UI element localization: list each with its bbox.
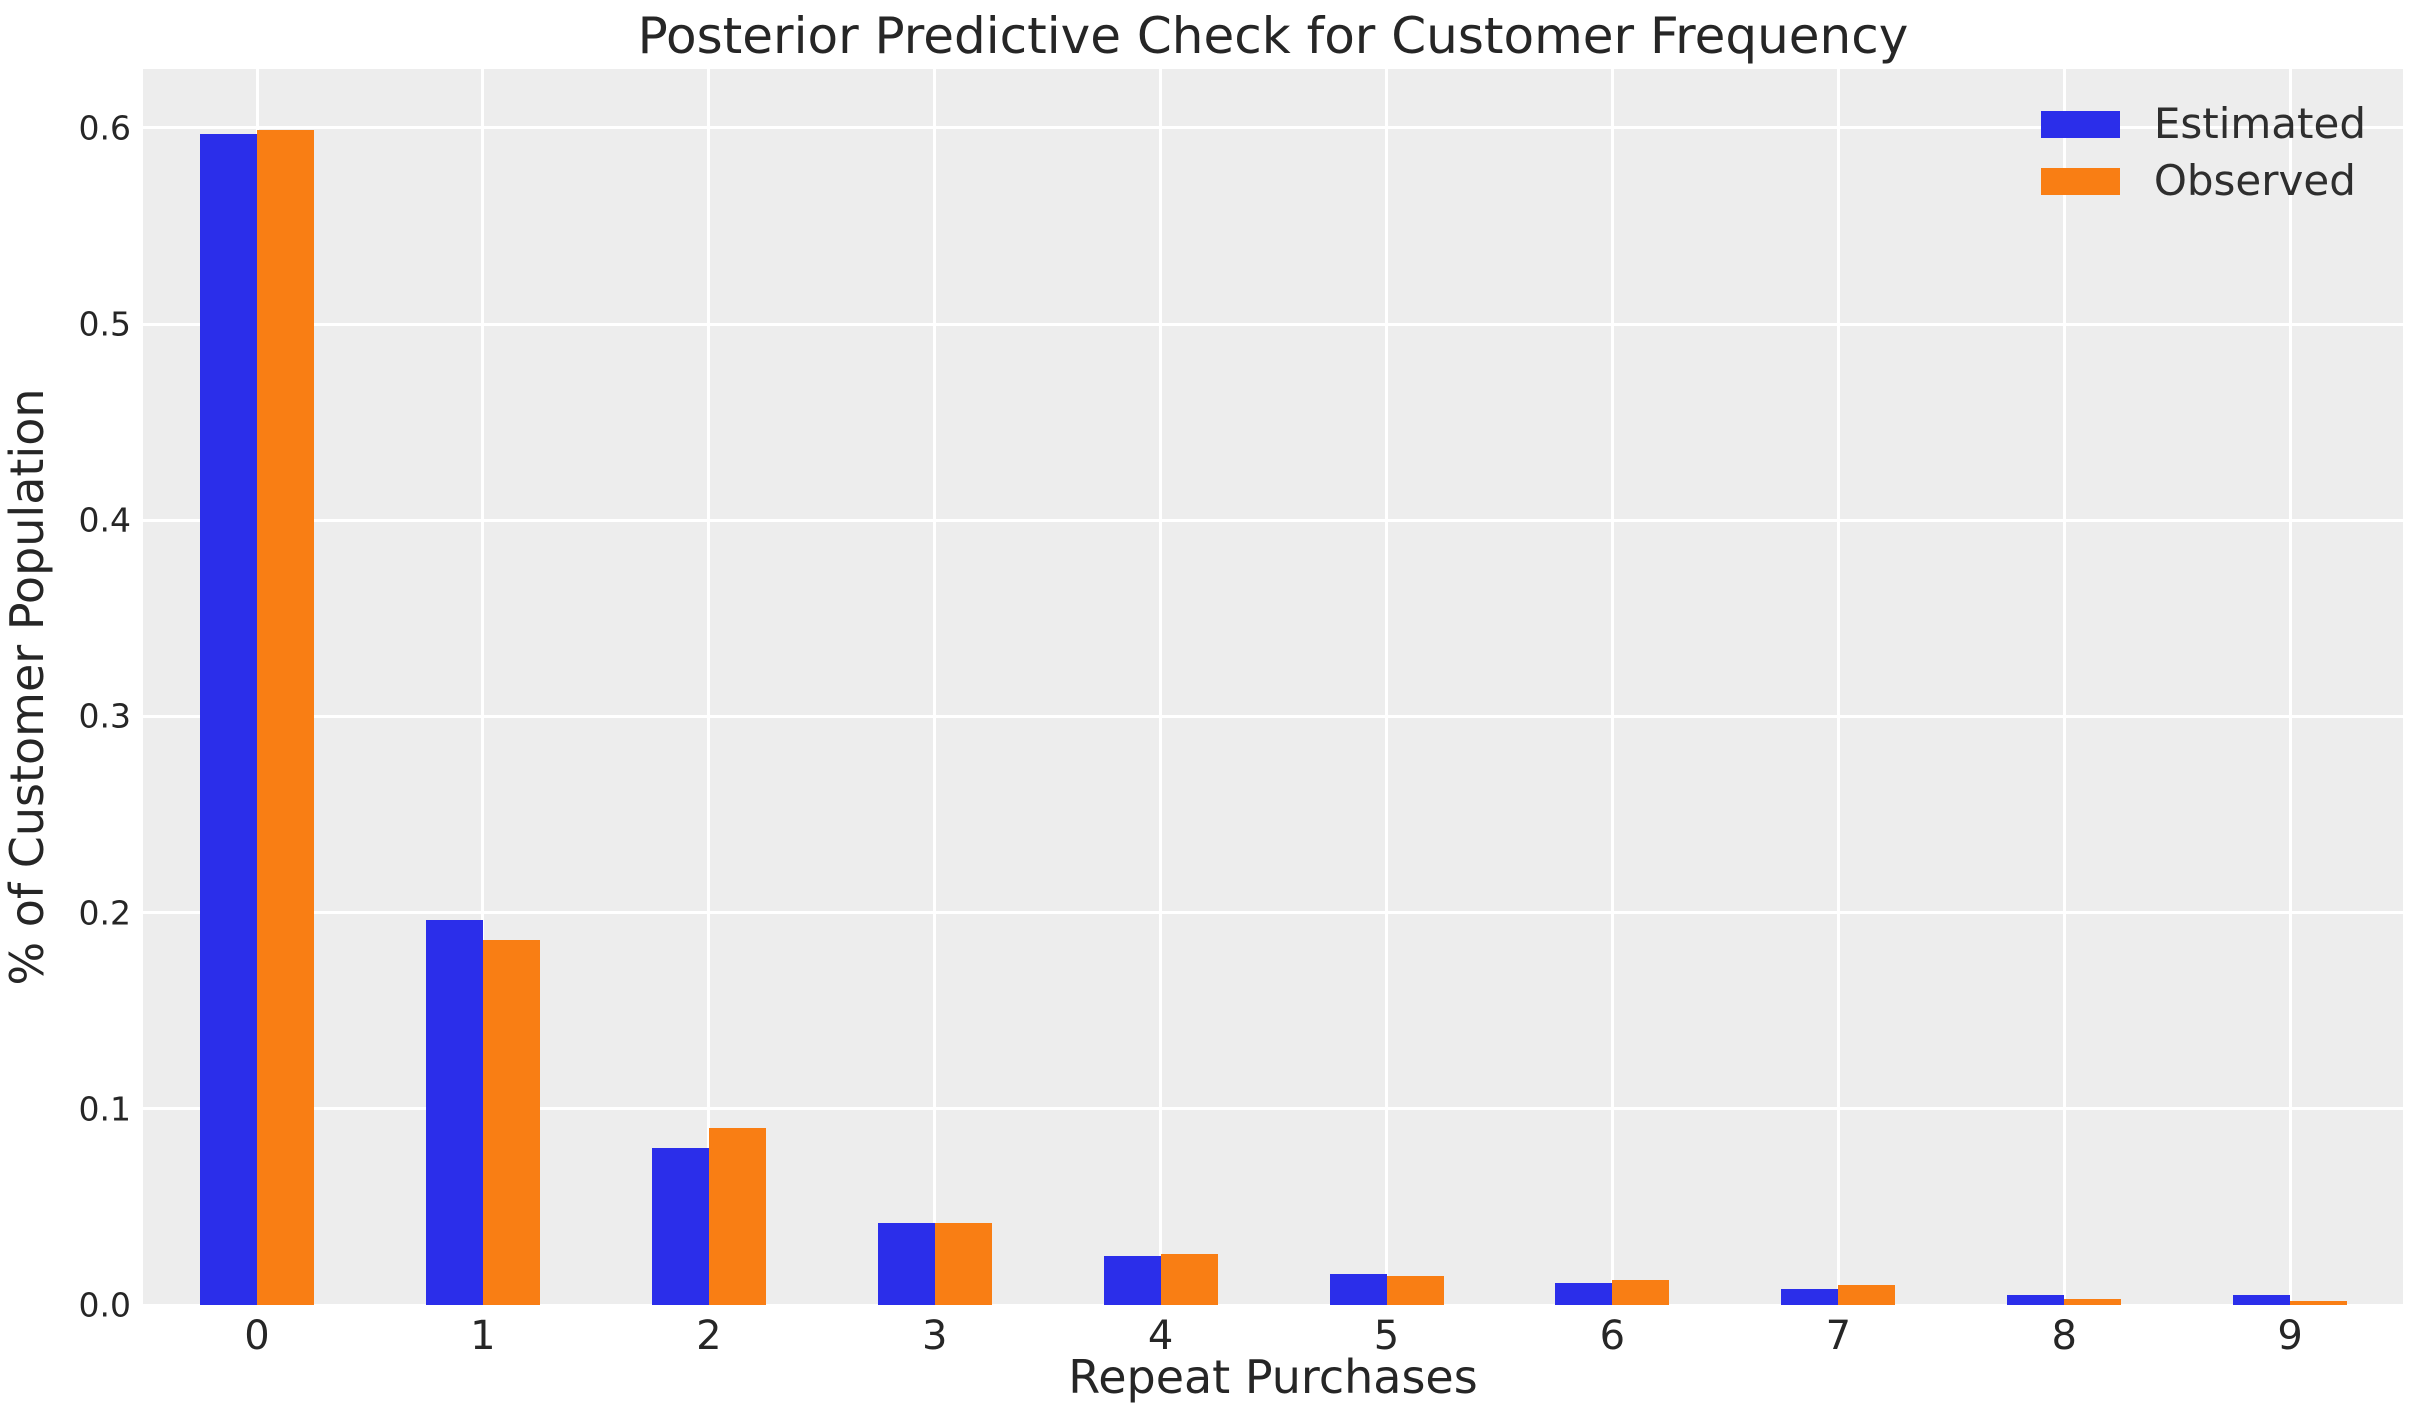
bar-observed-8: [2064, 1299, 2122, 1305]
gridline-horizontal: [143, 518, 2403, 522]
y-tick-label: 0.5: [78, 304, 131, 344]
y-tick-label: 0.6: [78, 108, 131, 148]
gridline-horizontal: [143, 911, 2403, 915]
bar-estimated-1: [425, 920, 483, 1305]
legend-swatch-estimated: [2040, 110, 2120, 138]
bar-estimated-2: [651, 1148, 709, 1305]
bar-estimated-8: [2007, 1295, 2065, 1305]
y-tick-label: 0.2: [78, 893, 131, 933]
bar-estimated-9: [2233, 1295, 2291, 1305]
y-axis-label: % of Customer Population: [0, 388, 54, 986]
gridline-vertical: [1159, 69, 1163, 1305]
bar-observed-1: [482, 940, 540, 1305]
bar-observed-0: [257, 129, 314, 1305]
x-tick-label: 9: [2277, 1313, 2303, 1359]
x-tick-label: 0: [244, 1313, 270, 1359]
legend: Estimated Observed: [2040, 99, 2366, 206]
gridline-horizontal: [143, 1107, 2403, 1111]
y-tick-label: 0.3: [78, 696, 131, 736]
x-tick-label: 8: [2051, 1313, 2077, 1359]
bar-estimated-7: [1781, 1289, 1839, 1305]
bar-estimated-0: [200, 133, 257, 1305]
x-tick-label: 7: [1825, 1313, 1852, 1359]
gridline-vertical: [1385, 69, 1388, 1305]
gridline-vertical: [2062, 69, 2066, 1305]
x-tick-label: 2: [696, 1313, 722, 1359]
legend-label-estimated: Estimated: [2153, 99, 2366, 148]
bar-observed-4: [1160, 1254, 1218, 1305]
x-tick-label: 4: [1147, 1313, 1174, 1359]
bar-observed-9: [2290, 1301, 2348, 1305]
gridline-vertical: [1836, 69, 1840, 1305]
x-tick-label: 1: [470, 1313, 496, 1359]
bar-estimated-4: [1103, 1255, 1161, 1305]
bar-estimated-5: [1329, 1273, 1387, 1305]
bar-observed-2: [708, 1128, 766, 1305]
y-tick-label: 0.1: [78, 1089, 131, 1129]
gridline-vertical: [1610, 69, 1614, 1305]
gridline-vertical: [2288, 69, 2292, 1305]
x-tick-label: 3: [921, 1313, 948, 1359]
gridline-horizontal: [143, 126, 2403, 130]
y-tick-label: 0.4: [78, 500, 131, 540]
legend-item-estimated: Estimated: [2040, 99, 2366, 148]
gridline-vertical: [481, 69, 485, 1305]
legend-swatch-observed: [2040, 167, 2120, 195]
gridline-vertical: [707, 69, 711, 1305]
bar-observed-3: [934, 1222, 992, 1305]
y-tick-label: 0.0: [78, 1285, 131, 1325]
legend-label-observed: Observed: [2153, 156, 2356, 206]
x-tick-label: 5: [1373, 1313, 1400, 1359]
bar-observed-7: [1838, 1285, 1896, 1305]
legend-item-observed: Observed: [2040, 156, 2366, 206]
gridline-horizontal: [143, 322, 2403, 326]
bar-observed-6: [1612, 1279, 1670, 1305]
x-axis-label: Repeat Purchases: [1068, 1350, 1478, 1404]
gridline-horizontal: [143, 1303, 2403, 1307]
bar-estimated-3: [877, 1222, 935, 1305]
x-tick-label: 6: [1599, 1313, 1626, 1359]
chart-title: Posterior Predictive Check for Customer …: [637, 7, 1909, 65]
bar-observed-5: [1386, 1275, 1444, 1305]
gridline-horizontal: [143, 714, 2403, 718]
plot-area: 0.0 0.1 0.2 0.3 0.4 0.5 0.6 0 1 2 3 4 5 6 7 8 9 Estimate…: [79, 69, 2403, 1359]
bar-estimated-6: [1555, 1283, 1613, 1305]
gridline-vertical: [933, 69, 937, 1305]
